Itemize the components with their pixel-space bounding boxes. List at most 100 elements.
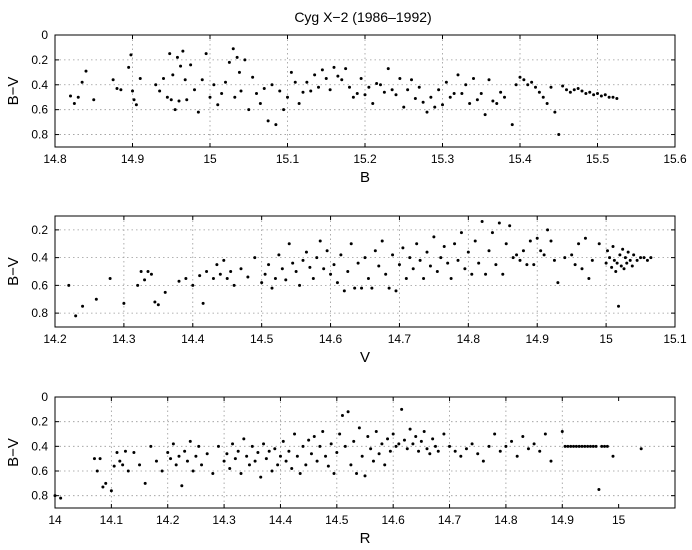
data-point [541,95,545,99]
data-point [380,442,384,446]
data-point [515,454,519,458]
data-point [371,459,375,463]
data-point [274,123,278,127]
data-point [466,250,470,254]
data-point [359,77,363,81]
data-point [615,96,619,100]
data-point [256,451,260,454]
data-point [473,239,477,243]
data-point [346,410,350,414]
panel-1: 14.8 14.9 15 15.1 15.2 15.3 15.4 15.5 15.6 0 0.2 0.… [5,28,687,186]
y-tick-label: 0.6 [31,278,48,292]
data-point [514,83,518,87]
x-tick-label: 14.7 [438,513,462,527]
data-point [431,437,435,441]
data-point [630,264,634,268]
data-point [270,286,274,290]
data-point [442,432,446,436]
data-point [510,439,514,443]
data-point [490,231,494,235]
data-point [377,452,381,456]
data-point [525,263,529,267]
data-point [242,437,246,441]
data-point [205,452,209,456]
data-point [329,442,333,446]
data-point [132,98,136,102]
data-point [402,105,406,109]
data-point [262,442,266,446]
data-point [281,439,285,443]
data-point [218,272,222,276]
data-point [196,110,200,114]
data-point [628,258,632,262]
data-point [291,261,295,265]
data-point [326,464,330,468]
data-point [580,444,584,448]
data-point [335,451,339,454]
data-point [104,481,108,485]
data-point [318,239,322,243]
x-tick-label: 14.2 [43,332,67,346]
data-point [270,83,274,87]
data-point [608,256,612,260]
x-tick-label: 14.9 [526,332,550,346]
data-point [260,281,264,285]
data-point [590,258,594,262]
x-tick-label: 14.7 [388,332,412,346]
data-point [168,52,172,56]
x-tick-label: 15.4 [508,152,532,166]
data-point [174,463,178,467]
data-point [600,444,604,448]
data-point [556,281,560,285]
data-point [429,95,433,99]
data-point [626,250,630,254]
data-point [456,73,460,77]
data-point [553,110,557,114]
data-point [301,258,305,262]
data-point [422,430,426,434]
data-point [344,67,348,71]
data-point [543,432,547,436]
data-point [59,496,63,500]
data-point [313,73,317,77]
data-point [324,454,328,458]
data-point [390,88,394,92]
data-point [126,469,130,473]
data-point [264,457,268,461]
data-point [499,90,503,94]
data-point [134,103,138,107]
data-point [122,301,126,305]
data-point [518,258,522,262]
data-point [95,469,99,473]
x-tick-label: 14.5 [250,332,274,346]
data-point [584,91,588,95]
data-point [349,242,353,246]
data-point [156,303,160,307]
data-point [237,70,241,74]
data-point [402,438,406,442]
data-point [442,245,446,249]
data-point [480,220,484,224]
data-point [163,290,167,294]
data-point [425,447,429,451]
x-tick-label: 15.6 [663,152,687,166]
data-point [460,91,464,95]
data-point [255,91,258,95]
data-point [472,77,475,81]
data-point [596,91,599,95]
data-point [335,281,339,285]
data-point [355,471,359,475]
data-point [639,447,643,451]
data-point [304,463,308,467]
data-point [317,85,320,89]
data-point [245,454,249,458]
plot-frame [54,215,676,328]
data-point [340,414,344,417]
data-point [92,98,96,102]
data-point [139,270,143,273]
x-tick-label: 15.2 [353,152,377,166]
x-tick-label: 14.4 [269,513,293,527]
x-tick-label: 14.9 [551,513,575,527]
